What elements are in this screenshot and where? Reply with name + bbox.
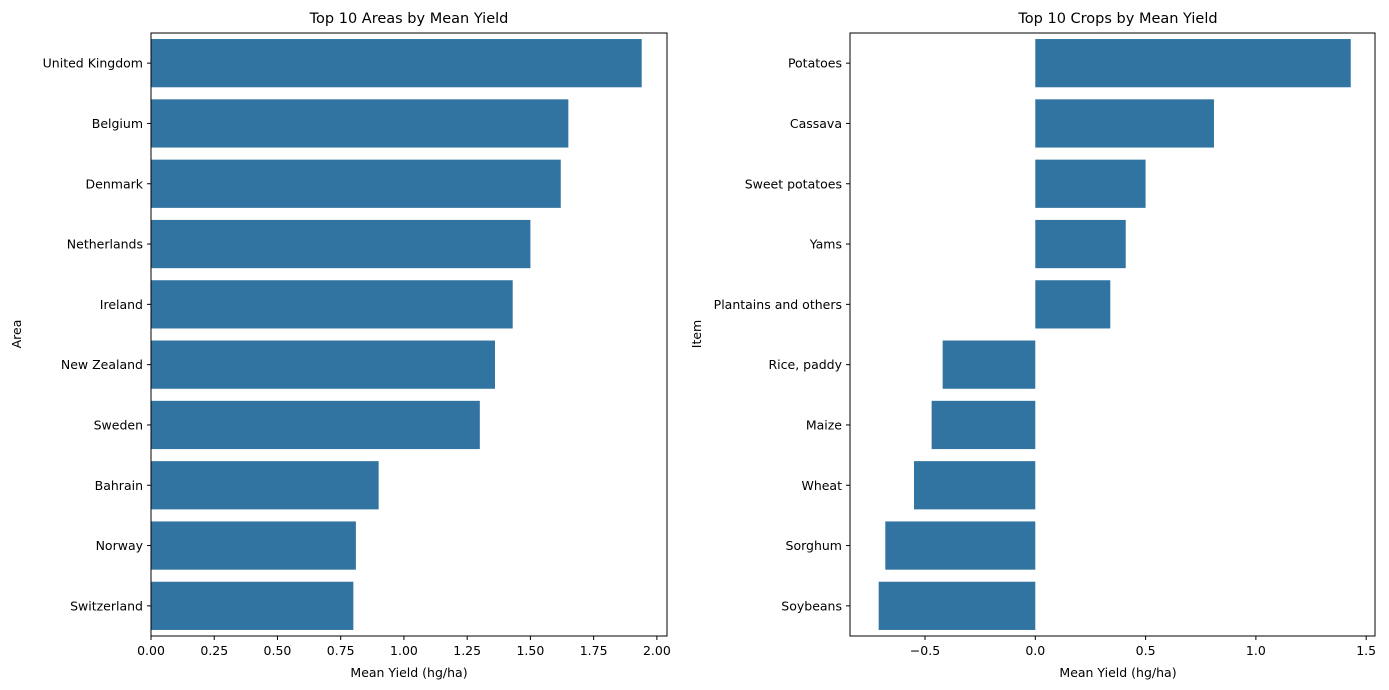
crops-y-axis-label: Item bbox=[689, 320, 704, 348]
areas-bar bbox=[151, 39, 642, 88]
crops-y-tick-label: Rice, paddy bbox=[768, 357, 842, 372]
areas-chart: Top 10 Areas by Mean Yield United Kingdo… bbox=[9, 11, 671, 680]
areas-chart-title: Top 10 Areas by Mean Yield bbox=[309, 11, 509, 27]
crops-bar bbox=[1035, 159, 1146, 208]
crops-y-tick-label: Wheat bbox=[801, 478, 842, 493]
areas-ticks: United Kingdom Belgium Denmark Netherlands I… bbox=[43, 56, 671, 658]
areas-y-tick-label: Norway bbox=[96, 538, 144, 553]
areas-x-tick-label: 1.75 bbox=[580, 643, 608, 658]
areas-x-tick-label: 0.25 bbox=[200, 643, 228, 658]
crops-bar bbox=[942, 340, 1036, 389]
areas-y-tick-label: Bahrain bbox=[95, 478, 143, 493]
areas-bar bbox=[151, 521, 356, 570]
areas-y-tick-label: Switzerland bbox=[70, 598, 143, 613]
areas-y-axis-label: Area bbox=[9, 320, 24, 349]
crops-bar bbox=[1035, 99, 1214, 148]
crops-x-tick-label: 1.5 bbox=[1356, 643, 1376, 658]
areas-bar bbox=[151, 400, 480, 450]
crops-x-tick-label: 0.0 bbox=[1025, 643, 1045, 658]
areas-x-tick-label: 0.75 bbox=[327, 643, 355, 658]
crops-x-axis-label: Mean Yield (hg/ha) bbox=[1059, 665, 1176, 680]
areas-y-tick-label: Belgium bbox=[92, 116, 143, 131]
crops-bar bbox=[931, 400, 1036, 450]
crops-ticks: Potatoes Cassava Sweet potatoes Yams Plantai… bbox=[714, 56, 1376, 658]
areas-y-tick-label: Denmark bbox=[86, 176, 144, 191]
areas-y-tick-label: Sweden bbox=[94, 417, 143, 432]
crops-y-tick-label: Soybeans bbox=[781, 598, 842, 613]
areas-plot-frame bbox=[150, 32, 668, 637]
crops-y-tick-label: Maize bbox=[806, 417, 842, 432]
crops-chart: Top 10 Crops by Mean Yield Potatoes Cassa… bbox=[689, 11, 1376, 680]
crops-plot-frame bbox=[849, 32, 1376, 637]
crops-x-tick-label: 0.5 bbox=[1136, 643, 1156, 658]
areas-y-tick-label: New Zealand bbox=[61, 357, 143, 372]
areas-bar bbox=[151, 219, 531, 269]
crops-bar bbox=[885, 521, 1036, 570]
crops-y-tick-label: Potatoes bbox=[788, 56, 842, 71]
crops-bar bbox=[878, 581, 1036, 630]
areas-bar bbox=[151, 340, 495, 389]
areas-y-tick-label: Netherlands bbox=[67, 237, 143, 252]
crops-bars bbox=[878, 39, 1351, 630]
crops-bar bbox=[1035, 219, 1126, 269]
areas-x-axis-label: Mean Yield (hg/ha) bbox=[350, 665, 467, 680]
crops-y-tick-label: Cassava bbox=[790, 116, 842, 131]
crops-x-tick-label: 1.0 bbox=[1246, 643, 1266, 658]
areas-y-tick-label: United Kingdom bbox=[43, 56, 143, 71]
areas-x-tick-label: 2.00 bbox=[643, 643, 671, 658]
areas-y-tick-label: Ireland bbox=[100, 297, 143, 312]
areas-x-tick-label: 1.00 bbox=[390, 643, 418, 658]
areas-x-tick-label: 1.25 bbox=[453, 643, 481, 658]
crops-y-tick-label: Yams bbox=[809, 237, 842, 252]
areas-x-tick-label: 1.50 bbox=[516, 643, 544, 658]
areas-x-tick-label: 0.50 bbox=[264, 643, 292, 658]
crops-chart-title: Top 10 Crops by Mean Yield bbox=[1017, 11, 1217, 27]
crops-y-tick-label: Sorghum bbox=[786, 538, 842, 553]
areas-x-tick-label: 0.00 bbox=[137, 643, 165, 658]
areas-bars bbox=[151, 39, 642, 630]
crops-bar bbox=[1035, 280, 1111, 329]
crops-x-tick-label: −0.5 bbox=[910, 643, 940, 658]
crops-bar bbox=[913, 461, 1036, 510]
crops-y-tick-label: Plantains and others bbox=[714, 297, 842, 312]
areas-bar bbox=[151, 99, 569, 148]
areas-bar bbox=[151, 280, 513, 329]
areas-bar bbox=[151, 159, 561, 208]
areas-bar bbox=[151, 461, 379, 510]
crops-bar bbox=[1035, 39, 1351, 88]
areas-bar bbox=[151, 581, 354, 630]
crops-y-tick-label: Sweet potatoes bbox=[745, 176, 842, 191]
